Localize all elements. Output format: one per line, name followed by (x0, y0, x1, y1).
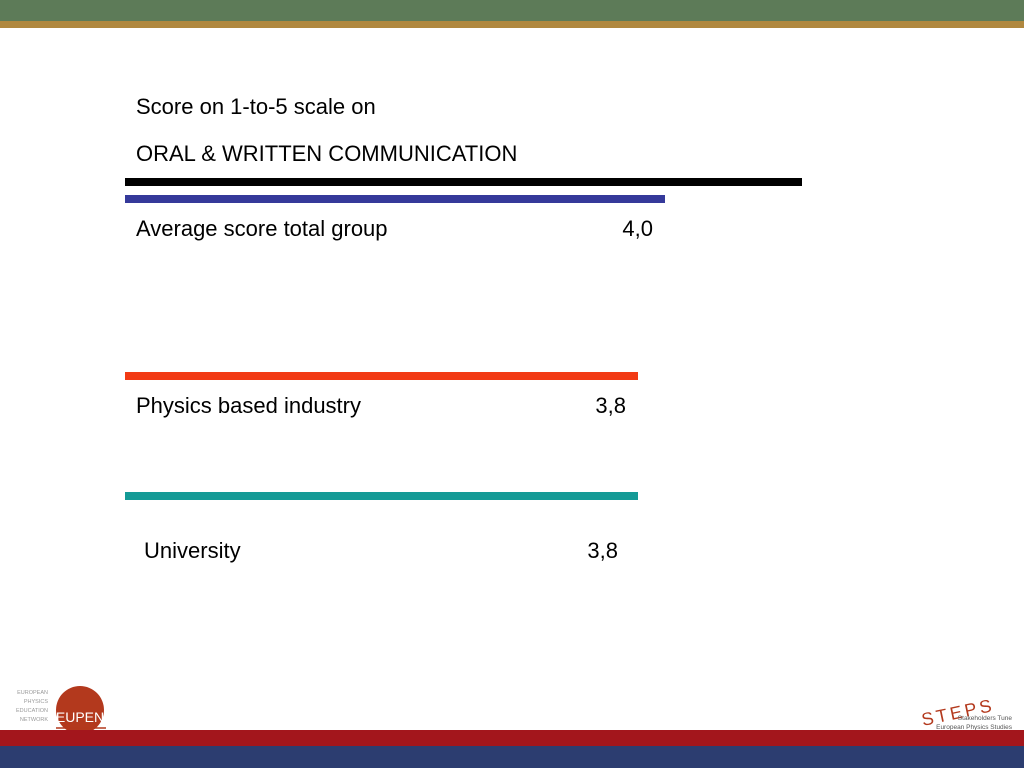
top-band (0, 0, 1024, 21)
category-label-2: Physics based industry (136, 393, 361, 418)
eupen-logo-line-3: EDUCATION (16, 708, 48, 714)
bar-2 (125, 372, 638, 380)
bar-1 (125, 195, 665, 203)
value-label-2: 3,8 (595, 393, 626, 418)
category-label-1: Average score total group (136, 216, 388, 241)
eupen-logo-circle (56, 686, 104, 734)
steps-logo: STEPS Stakeholders Tune European Physics… (920, 695, 1014, 734)
bar-3 (125, 492, 638, 500)
eupen-logo: EUROPEAN PHYSICS EDUCATION NETWORK EUPEN (16, 686, 106, 734)
eupen-logo-line-4: NETWORK (20, 717, 48, 723)
chart-title-line-2: ORAL & WRITTEN COMMUNICATION (136, 141, 518, 166)
value-label-3: 3,8 (587, 538, 618, 563)
bottom-band-blue (0, 746, 1024, 768)
eupen-logo-line-1: EUROPEAN (17, 690, 48, 696)
top-accent-band (0, 21, 1024, 28)
eupen-logo-line-2: PHYSICS (24, 699, 48, 705)
eupen-logo-mark: EUPEN (56, 709, 104, 725)
chart-title-line-1: Score on 1-to-5 scale on (136, 94, 376, 119)
steps-logo-line-1: Stakeholders Tune (958, 715, 1013, 722)
bottom-band-red (0, 730, 1024, 746)
steps-logo-line-2: European Physics Studies (936, 724, 1013, 731)
value-label-1: 4,0 (622, 216, 653, 241)
scale-reference-bar (125, 178, 802, 186)
category-label-3: University (144, 538, 241, 563)
